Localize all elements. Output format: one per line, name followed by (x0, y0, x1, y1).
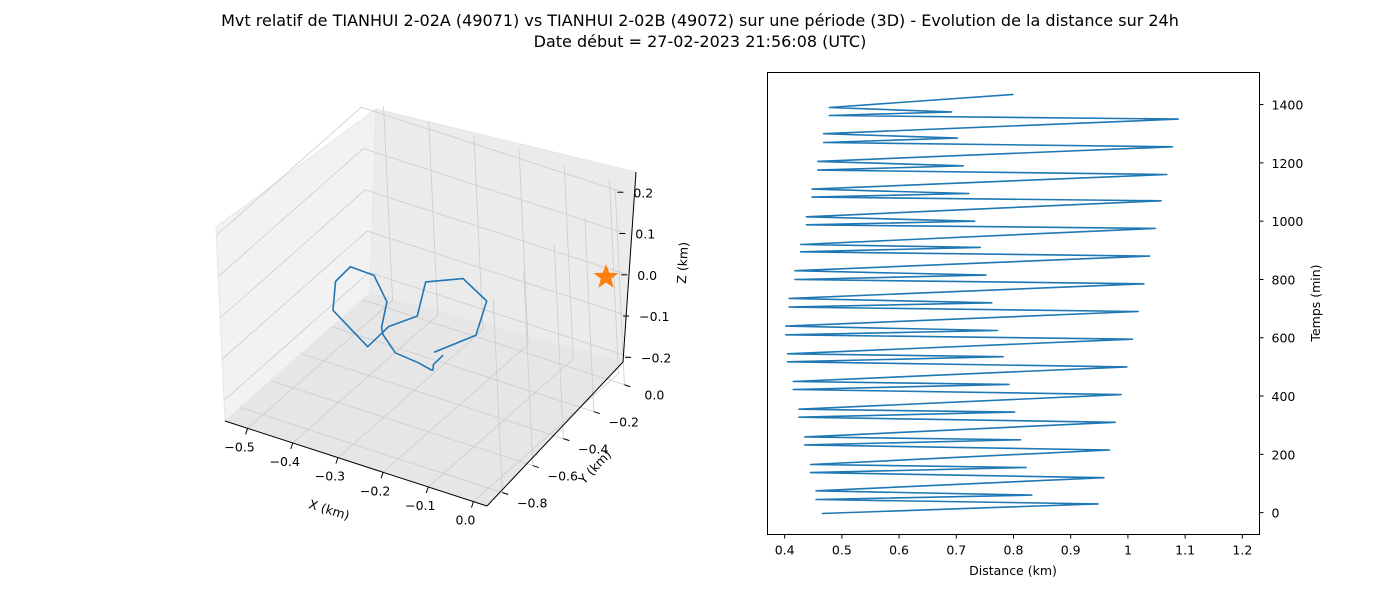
y-tick-label-2d: 400 (1272, 389, 1296, 404)
y-tick-label-2d: 1200 (1272, 156, 1304, 171)
x-tick-label-3d: −0.5 (224, 439, 254, 454)
y-tick-3d (593, 411, 601, 415)
y-tick-label-2d: 1400 (1272, 98, 1304, 113)
x-tick-3d (290, 442, 294, 450)
z-tick-label-3d: 0.1 (635, 227, 655, 242)
y-tick-3d (532, 465, 539, 469)
x-tick-3d (470, 501, 474, 508)
x-axis-line (224, 420, 488, 507)
x-tick-label-2d: 1.1 (1175, 543, 1195, 558)
grid-z (223, 271, 632, 401)
z-axis-line (622, 171, 637, 363)
grid-x (337, 135, 484, 458)
x-tick-label-3d: 0.0 (456, 513, 476, 528)
y-tick-label-3d: −0.6 (548, 469, 578, 484)
y-tick-label-2d: 1000 (1272, 214, 1304, 229)
y-axis-label-2d: Temps (min) (1308, 264, 1323, 342)
x-tick-label-2d: 0.8 (1004, 543, 1024, 558)
x-tick-3d (245, 428, 249, 435)
y-tick-3d (563, 438, 570, 442)
figure-title-line2: Date début = 27-02-2023 21:56:08 (UTC) (534, 32, 867, 51)
y-tick-label-3d: −0.4 (578, 442, 608, 457)
y-tick-3d (624, 384, 631, 388)
y-tick-3d (502, 492, 509, 496)
y-tick-label-2d: 0 (1272, 506, 1280, 521)
x-tick-label-2d: 0.5 (832, 543, 852, 558)
y-tick-label-2d: 800 (1272, 272, 1296, 287)
x-tick-label-3d: −0.4 (270, 454, 300, 469)
y-tick-label-2d: 600 (1272, 331, 1296, 346)
grid-x (473, 179, 619, 502)
grid-z (218, 148, 626, 277)
z-tick-label-3d: 0.0 (637, 268, 657, 283)
distance-series-line (785, 93, 1180, 515)
axes-3d: −0.5−0.4−0.3−0.2−0.10.00.0−0.2−0.4−0.6−0… (215, 106, 691, 528)
trajectory-3d-line (332, 265, 488, 371)
x-tick-3d (380, 472, 384, 479)
x-tick-label-3d: −0.1 (405, 498, 435, 513)
grid-z (219, 189, 628, 319)
x-tick-label-2d: 1.2 (1232, 543, 1252, 558)
x-tick-3d (425, 486, 429, 494)
x-tick-3d (335, 457, 339, 464)
axes-2d: 0.4 0.5 0.6 0.7 0.8 0.9 1 1.1 1.2 0 200 400 600 800 10… (767, 72, 1323, 578)
y-axis-line (486, 361, 624, 507)
grid-z (221, 230, 630, 360)
figure-title-line1: Mvt relatif de TIANHUI 2-02A (49071) vs … (221, 11, 1179, 30)
z-tick-label-3d: −0.2 (641, 350, 671, 365)
grid-x (247, 106, 393, 429)
grid-x (428, 164, 574, 488)
x-tick-label-2d: 0.9 (1061, 543, 1081, 558)
ticks-3d: −0.5−0.4−0.3−0.2−0.10.00.0−0.2−0.4−0.6−0… (224, 185, 671, 527)
grid-z (216, 106, 624, 236)
x-tick-label-2d: 0.4 (775, 543, 795, 558)
y-tick-label-3d: −0.8 (517, 496, 547, 511)
x-tick-label-3d: −0.2 (360, 483, 390, 498)
y-tick-label-3d: −0.2 (609, 415, 639, 430)
x-tick-label-2d: 1 (1124, 543, 1132, 558)
z-tick-label-3d: 0.2 (633, 185, 653, 200)
x-axis-label-2d: Distance (km) (969, 563, 1057, 578)
origin-star-marker (593, 264, 619, 288)
ticks-2d: 0.4 0.5 0.6 0.7 0.8 0.9 1 1.1 1.2 0 200 400 600 800 10… (775, 98, 1304, 558)
x-tick-label-2d: 0.6 (889, 543, 909, 558)
x-tick-label-2d: 0.7 (946, 543, 966, 558)
z-tick-label-3d: −0.1 (639, 309, 669, 324)
plot-frame (767, 72, 1260, 535)
grid-x (292, 120, 439, 444)
y-tick-label-3d: 0.0 (644, 388, 664, 403)
grid-x (382, 150, 529, 473)
y-tick-label-2d: 200 (1272, 447, 1296, 462)
x-tick-label-3d: −0.3 (315, 469, 345, 484)
z-axis-label-3d: Z (km) (674, 242, 691, 284)
x-axis-label-3d: X (km) (307, 496, 351, 523)
